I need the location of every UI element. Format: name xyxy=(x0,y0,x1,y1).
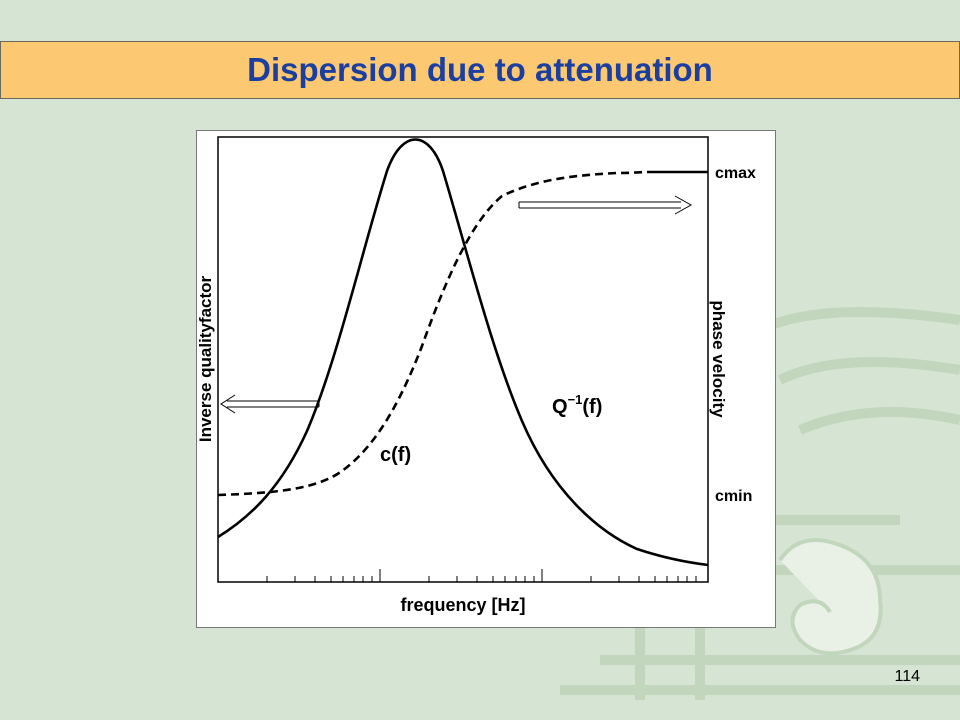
q-inverse-curve xyxy=(217,138,709,567)
figure-panel: Q−1(f) c(f) cmax cmin frequency [Hz] Inv… xyxy=(196,130,776,628)
plot-frame xyxy=(217,136,709,583)
title-bar: Dispersion due to attenuation xyxy=(0,41,960,99)
slide-title: Dispersion due to attenuation xyxy=(247,51,713,88)
cmax-label: cmax xyxy=(715,165,756,182)
x-axis-ticks xyxy=(266,569,697,582)
curve-c-label: c(f) xyxy=(380,444,411,466)
page-number: 114 xyxy=(894,668,920,685)
arrow-left-icon xyxy=(220,394,320,414)
curve-q-label: Q−1(f) xyxy=(552,392,602,418)
dispersion-diagram: Q−1(f) c(f) cmax cmin frequency [Hz] Inv… xyxy=(197,136,756,615)
c-curve xyxy=(217,170,648,497)
y-axis-right-label: phase velocity xyxy=(709,300,728,418)
y-axis-left-label: Inverse qualityfactor xyxy=(197,275,215,442)
arrow-right-icon xyxy=(518,195,693,215)
x-axis-label: frequency [Hz] xyxy=(400,595,525,615)
cmin-label: cmin xyxy=(715,488,752,505)
